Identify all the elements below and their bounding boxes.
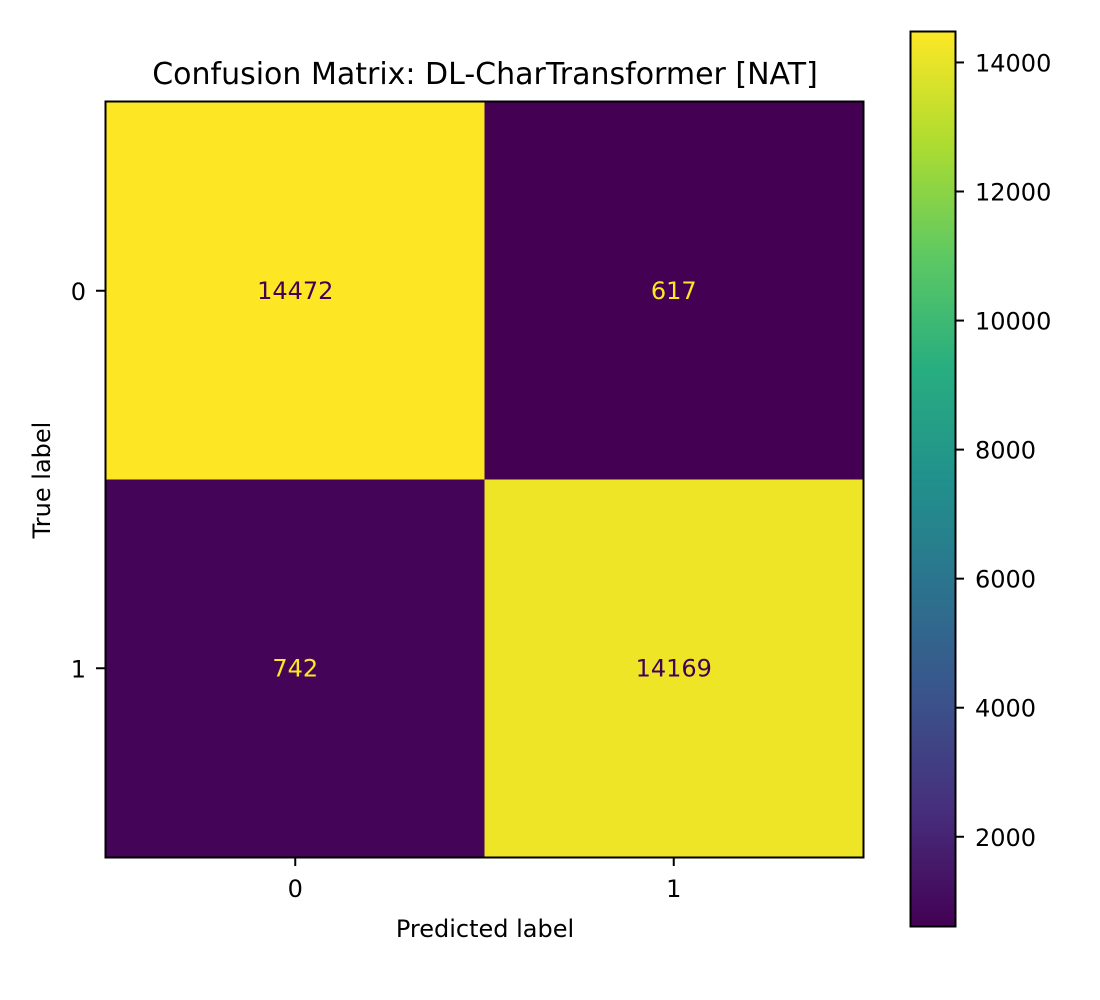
colorbar-ticks: 2000 4000 6000 8000 10000 12000 14000	[955, 49, 1051, 852]
heatmap-cell	[106, 102, 485, 480]
cell-value-label: 14169	[636, 654, 712, 682]
plot-frame	[104, 100, 865, 859]
heatmap-cell	[106, 479, 485, 858]
colorbar-tick-label: 4000	[975, 695, 1036, 723]
y-axis-label: True label	[28, 422, 56, 540]
colorbar-tick-label: 2000	[975, 824, 1036, 852]
x-tick-label: 1	[666, 875, 681, 903]
colorbar	[910, 32, 955, 926]
chart-title: Confusion Matrix: DL-CharTransformer [NA…	[152, 57, 818, 92]
y-tick-label: 1	[71, 655, 86, 683]
x-tick-label: 0	[288, 875, 303, 903]
colorbar-tick-label: 12000	[975, 179, 1051, 207]
colorbar-frame	[909, 30, 957, 928]
colorbar-tick-label: 8000	[975, 437, 1036, 465]
colorbar-tick-label: 6000	[975, 566, 1036, 594]
x-axis-label: Predicted label	[396, 915, 574, 943]
colorbar-tick-label: 10000	[975, 308, 1051, 336]
cell-value-label: 14472	[257, 277, 333, 305]
cell-value-label: 742	[272, 654, 318, 682]
cell-value-label: 617	[651, 277, 697, 305]
heatmap-cell	[484, 102, 864, 480]
heatmap-cells	[106, 102, 864, 858]
colorbar-tick-label: 14000	[975, 49, 1051, 77]
heatmap-cell-labels: 14472 617 742 14169	[257, 277, 712, 683]
heatmap-cell	[484, 479, 864, 858]
y-tick-label: 0	[71, 278, 86, 306]
y-axis-ticks: 01	[71, 278, 105, 683]
